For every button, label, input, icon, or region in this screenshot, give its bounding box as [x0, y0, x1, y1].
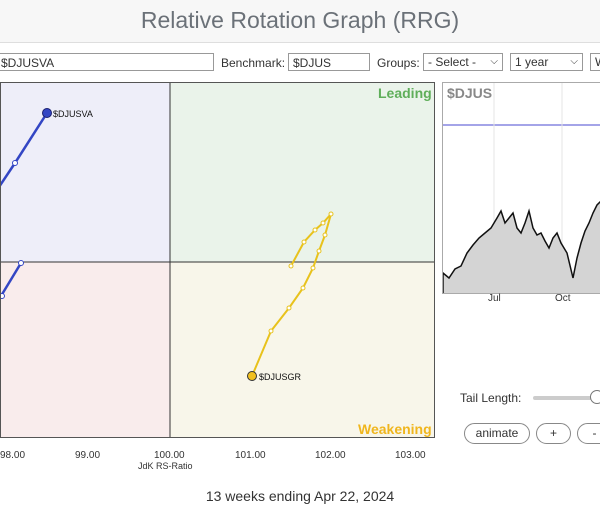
benchmark-price-chart: $DJUS — [442, 82, 600, 294]
x-tick-label: 100.00 — [154, 450, 185, 461]
series-djusva-label: $DJUSVA — [53, 109, 93, 119]
series-djusgr-point — [316, 248, 322, 254]
benchmark-chart-title: $DJUS — [447, 85, 493, 101]
tail-length-label: Tail Length: — [460, 391, 522, 405]
weakening-label: Weakening — [358, 421, 432, 437]
toolbar: $DJUSVA Benchmark: $DJUS Groups: - Selec… — [0, 50, 600, 76]
tail-length-handle[interactable] — [590, 390, 600, 404]
rrg-chart[interactable]: $DJUSVA $DJUSGR Leading Weakening — [0, 82, 435, 438]
frequency-select[interactable]: W — [590, 53, 600, 71]
leading-label: Leading — [378, 85, 432, 101]
series-djusva-head — [42, 108, 52, 118]
period-select[interactable]: 1 year ⌵ — [510, 53, 583, 71]
leading-quadrant — [170, 83, 434, 262]
series-djusgr-point — [268, 328, 274, 334]
groups-select-value: - Select - — [428, 55, 477, 69]
groups-select[interactable]: - Select - ⌵ — [423, 53, 503, 71]
series-djusgr-point — [320, 220, 326, 226]
improving-quadrant — [1, 83, 170, 262]
animate-button[interactable]: animate — [464, 423, 530, 444]
x-axis-label: JdK RS-Ratio — [138, 461, 193, 471]
series-djusva-point — [1, 293, 5, 299]
rrg-plot: $DJUSVA $DJUSGR — [1, 83, 434, 437]
series-djusva-point — [18, 260, 24, 266]
symbol-input[interactable]: $DJUSVA — [0, 53, 214, 71]
series-djusgr-point — [310, 265, 316, 271]
series-djusva-point — [12, 160, 18, 166]
series-djusgr-point — [301, 239, 307, 245]
month-label: Jul — [488, 293, 501, 304]
series-djusva-lower-tail — [1, 262, 23, 297]
groups-label: Groups: — [377, 56, 420, 70]
x-tick-label: 99.00 — [75, 450, 101, 461]
lagging-quadrant — [1, 262, 170, 437]
series-djusgr-head — [247, 371, 257, 381]
x-tick-label: 101.00 — [235, 450, 266, 461]
period-caption: 13 weeks ending Apr 22, 2024 — [205, 488, 395, 504]
benchmark-label: Benchmark: — [221, 56, 286, 70]
page-title: Relative Rotation Graph (RRG) — [0, 0, 600, 43]
x-tick-label: 98.00 — [0, 450, 26, 461]
series-djusgr-label: $DJUSGR — [259, 372, 302, 382]
benchmark-price-area — [443, 200, 600, 293]
tail-length-track[interactable] — [533, 396, 600, 400]
series-djusgr-point — [312, 227, 318, 233]
x-tick-label: 102.00 — [315, 450, 346, 461]
month-label: Oct — [555, 293, 571, 304]
zoom-out-button[interactable]: - — [577, 423, 600, 444]
x-tick-label: 103.00 — [395, 450, 426, 461]
frequency-select-value: W — [595, 55, 600, 69]
series-djusgr-point — [328, 211, 334, 217]
series-djusgr-point — [300, 285, 306, 291]
benchmark-input[interactable]: $DJUS — [288, 53, 370, 71]
period-select-value: 1 year — [515, 55, 549, 69]
series-djusgr-point — [322, 232, 328, 238]
chevron-down-icon: ⌵ — [570, 56, 578, 67]
series-djusgr-tail — [251, 213, 332, 377]
benchmark-price-plot — [443, 83, 600, 293]
zoom-in-button[interactable]: + — [536, 423, 571, 444]
series-djusgr-point — [288, 263, 294, 269]
series-djusgr-point — [286, 305, 292, 311]
chevron-down-icon: ⌵ — [490, 56, 498, 67]
